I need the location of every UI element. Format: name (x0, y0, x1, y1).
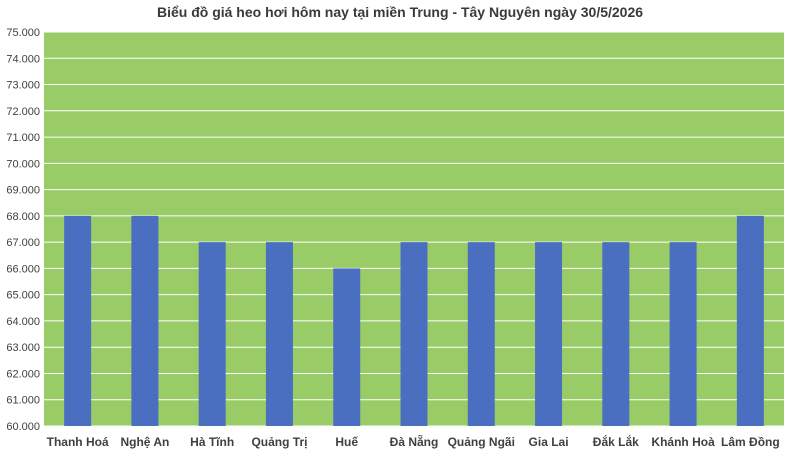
x-axis-ticks: Thanh Hoá Nghệ An Hà Tĩnh Quảng Trị Huế Đà Nẵ… (47, 434, 780, 449)
x-tick-label: Nghệ An (120, 435, 169, 449)
y-tick-label: 60.000 (6, 421, 40, 433)
y-tick-label: 61.000 (6, 395, 40, 407)
y-tick-label: 70.000 (6, 158, 40, 170)
y-tick-label: 62.000 (6, 368, 40, 380)
bar (602, 242, 630, 426)
bar (131, 215, 159, 426)
x-tick-label: Hà Tĩnh (190, 435, 234, 449)
y-tick-label: 72.000 (6, 106, 40, 118)
bar (198, 242, 226, 426)
x-tick-label: Quảng Ngãi (448, 435, 515, 449)
y-tick-label: 74.000 (6, 53, 40, 65)
x-tick-label: Huế (335, 435, 358, 449)
y-tick-label: 71.000 (6, 132, 40, 144)
bar (333, 268, 361, 426)
bar (736, 215, 764, 426)
y-axis-ticks: 60.000 61.000 62.000 63.000 64.000 65.000 66.0… (6, 27, 40, 433)
y-tick-label: 67.000 (6, 237, 40, 249)
x-tick-label: Đắk Lắk (593, 434, 639, 449)
x-tick-label: Khánh Hoà (651, 435, 715, 449)
chart-title: Biểu đồ giá heo hơi hôm nay tại miền Tru… (157, 4, 643, 20)
x-tick-label: Quảng Trị (251, 435, 307, 449)
y-tick-label: 68.000 (6, 211, 40, 223)
bar (467, 242, 495, 426)
gridlines (44, 31, 784, 427)
y-tick-label: 73.000 (6, 80, 40, 92)
bars (64, 215, 764, 426)
bar (535, 242, 563, 426)
x-tick-label: Lâm Đồng (721, 435, 780, 449)
bar (265, 242, 293, 426)
y-tick-label: 69.000 (6, 185, 40, 197)
bar (669, 242, 697, 426)
bar (64, 215, 92, 426)
y-tick-label: 64.000 (6, 316, 40, 328)
x-tick-label: Đà Nẵng (390, 434, 439, 449)
y-tick-label: 63.000 (6, 342, 40, 354)
bar (400, 242, 428, 426)
y-tick-label: 75.000 (6, 27, 40, 39)
x-tick-label: Gia Lai (529, 435, 569, 449)
x-tick-label: Thanh Hoá (47, 435, 109, 449)
y-tick-label: 66.000 (6, 263, 40, 275)
y-tick-label: 65.000 (6, 290, 40, 302)
